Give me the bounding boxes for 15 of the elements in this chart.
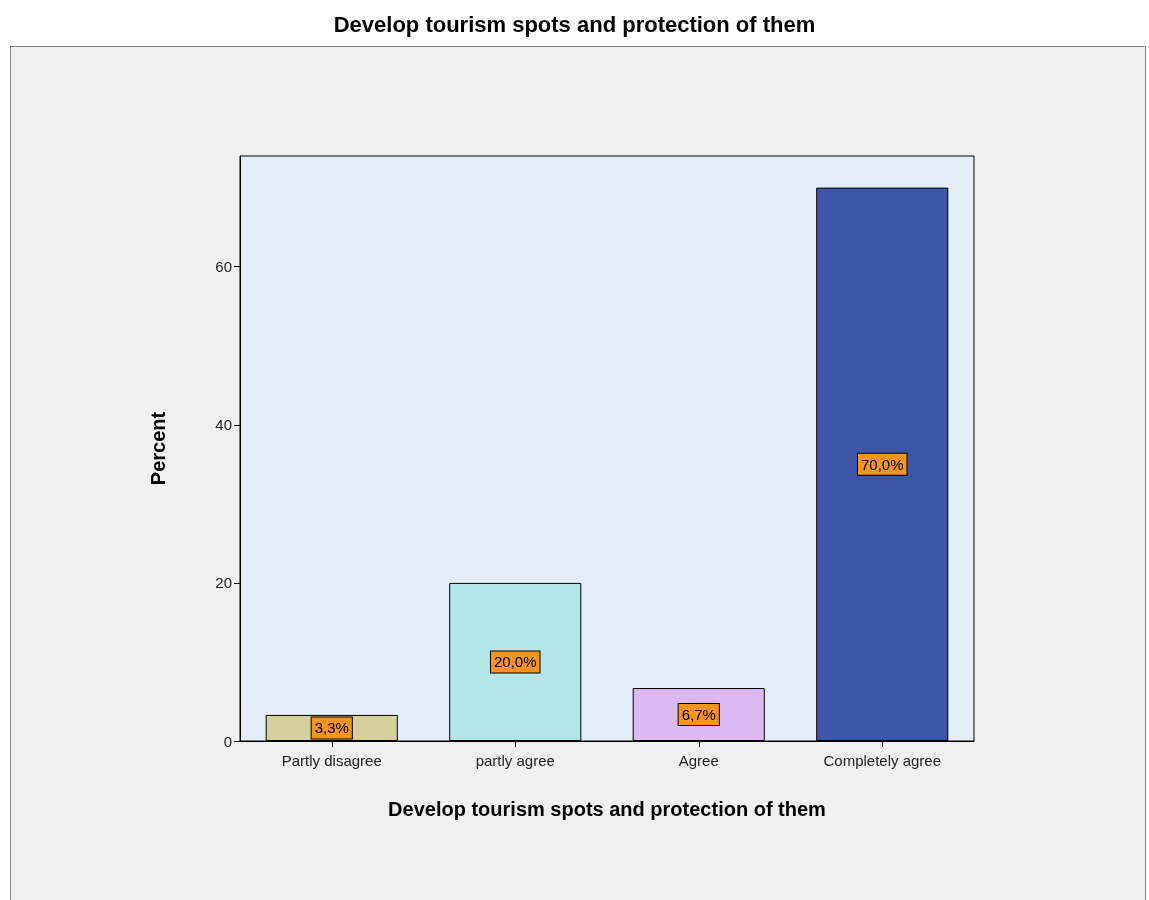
x-tick-label: Completely agree bbox=[823, 752, 942, 769]
data-label: 3,3% bbox=[314, 719, 349, 737]
y-tick-label: 0 bbox=[223, 732, 232, 750]
data-label: 20,0% bbox=[493, 653, 537, 671]
data-label: 70,0% bbox=[860, 455, 904, 473]
x-tick-label: Partly disagree bbox=[281, 752, 382, 769]
x-axis-title: Develop tourism spots and protection of them bbox=[388, 798, 826, 820]
x-tick-label: Agree bbox=[678, 752, 719, 769]
y-axis-title: Percent bbox=[147, 411, 169, 486]
y-tick-label: 20 bbox=[215, 574, 232, 592]
y-tick-label: 60 bbox=[215, 258, 232, 276]
y-tick-label: 40 bbox=[215, 416, 232, 434]
chart-title: Develop tourism spots and protection of them bbox=[333, 11, 816, 37]
data-label: 6,7% bbox=[681, 706, 716, 724]
x-tick-label: partly agree bbox=[475, 752, 555, 769]
